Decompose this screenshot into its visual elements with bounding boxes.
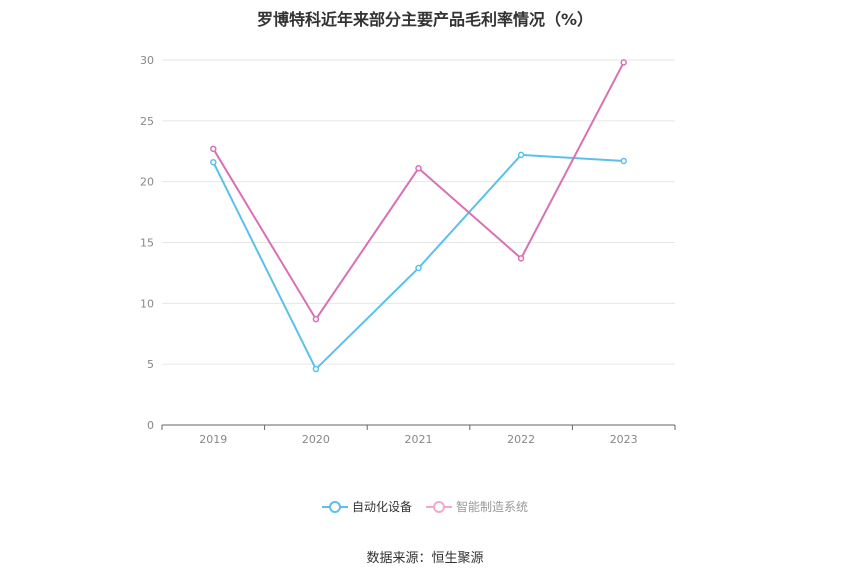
legend-marker-icon bbox=[426, 500, 452, 513]
legend: 自动化设备 智能制造系统 bbox=[0, 498, 850, 515]
data-point[interactable] bbox=[312, 365, 320, 373]
y-tick-label: 0 bbox=[147, 419, 154, 432]
y-tick-label: 5 bbox=[147, 358, 154, 371]
y-tick-label: 15 bbox=[140, 237, 154, 250]
y-tick-label: 25 bbox=[140, 115, 154, 128]
y-tick-label: 20 bbox=[140, 176, 154, 189]
x-tick-label: 2021 bbox=[405, 433, 433, 446]
legend-item-2[interactable]: 智能制造系统 bbox=[426, 498, 528, 515]
legend-label: 智能制造系统 bbox=[456, 500, 529, 514]
axes: 0 5 10 15 20 25 30 2019 2020 2021 2022 2023 bbox=[140, 54, 676, 446]
data-source-note: 数据来源：恒生聚源 bbox=[366, 551, 484, 566]
chart-title: 罗博特科近年来部分主要产品毛利率情况（%） bbox=[256, 10, 594, 29]
data-point[interactable] bbox=[415, 165, 422, 172]
x-tick-label: 2022 bbox=[507, 433, 535, 446]
data-point[interactable] bbox=[415, 264, 422, 272]
data-point[interactable] bbox=[517, 151, 525, 159]
series-line bbox=[212, 153, 624, 371]
series-layer bbox=[210, 59, 627, 373]
legend-label: 自动化设备 bbox=[351, 500, 412, 514]
data-point[interactable] bbox=[620, 59, 627, 66]
x-tick-label: 2020 bbox=[302, 433, 330, 446]
data-point[interactable] bbox=[620, 157, 627, 165]
legend-marker-icon bbox=[321, 500, 348, 513]
data-point[interactable] bbox=[312, 315, 320, 323]
data-point[interactable] bbox=[210, 158, 217, 166]
y-tick-label: 10 bbox=[140, 297, 154, 310]
series-1 bbox=[210, 151, 627, 373]
y-tick-label: 30 bbox=[140, 54, 154, 67]
data-point[interactable] bbox=[517, 255, 525, 262]
x-tick-label: 2019 bbox=[199, 433, 227, 446]
grid-lines bbox=[162, 59, 675, 365]
x-tick-label: 2023 bbox=[610, 433, 638, 446]
legend-item-1[interactable]: 自动化设备 bbox=[321, 498, 412, 515]
series-line bbox=[212, 61, 625, 321]
series-2 bbox=[210, 59, 627, 323]
data-point[interactable] bbox=[210, 145, 217, 153]
